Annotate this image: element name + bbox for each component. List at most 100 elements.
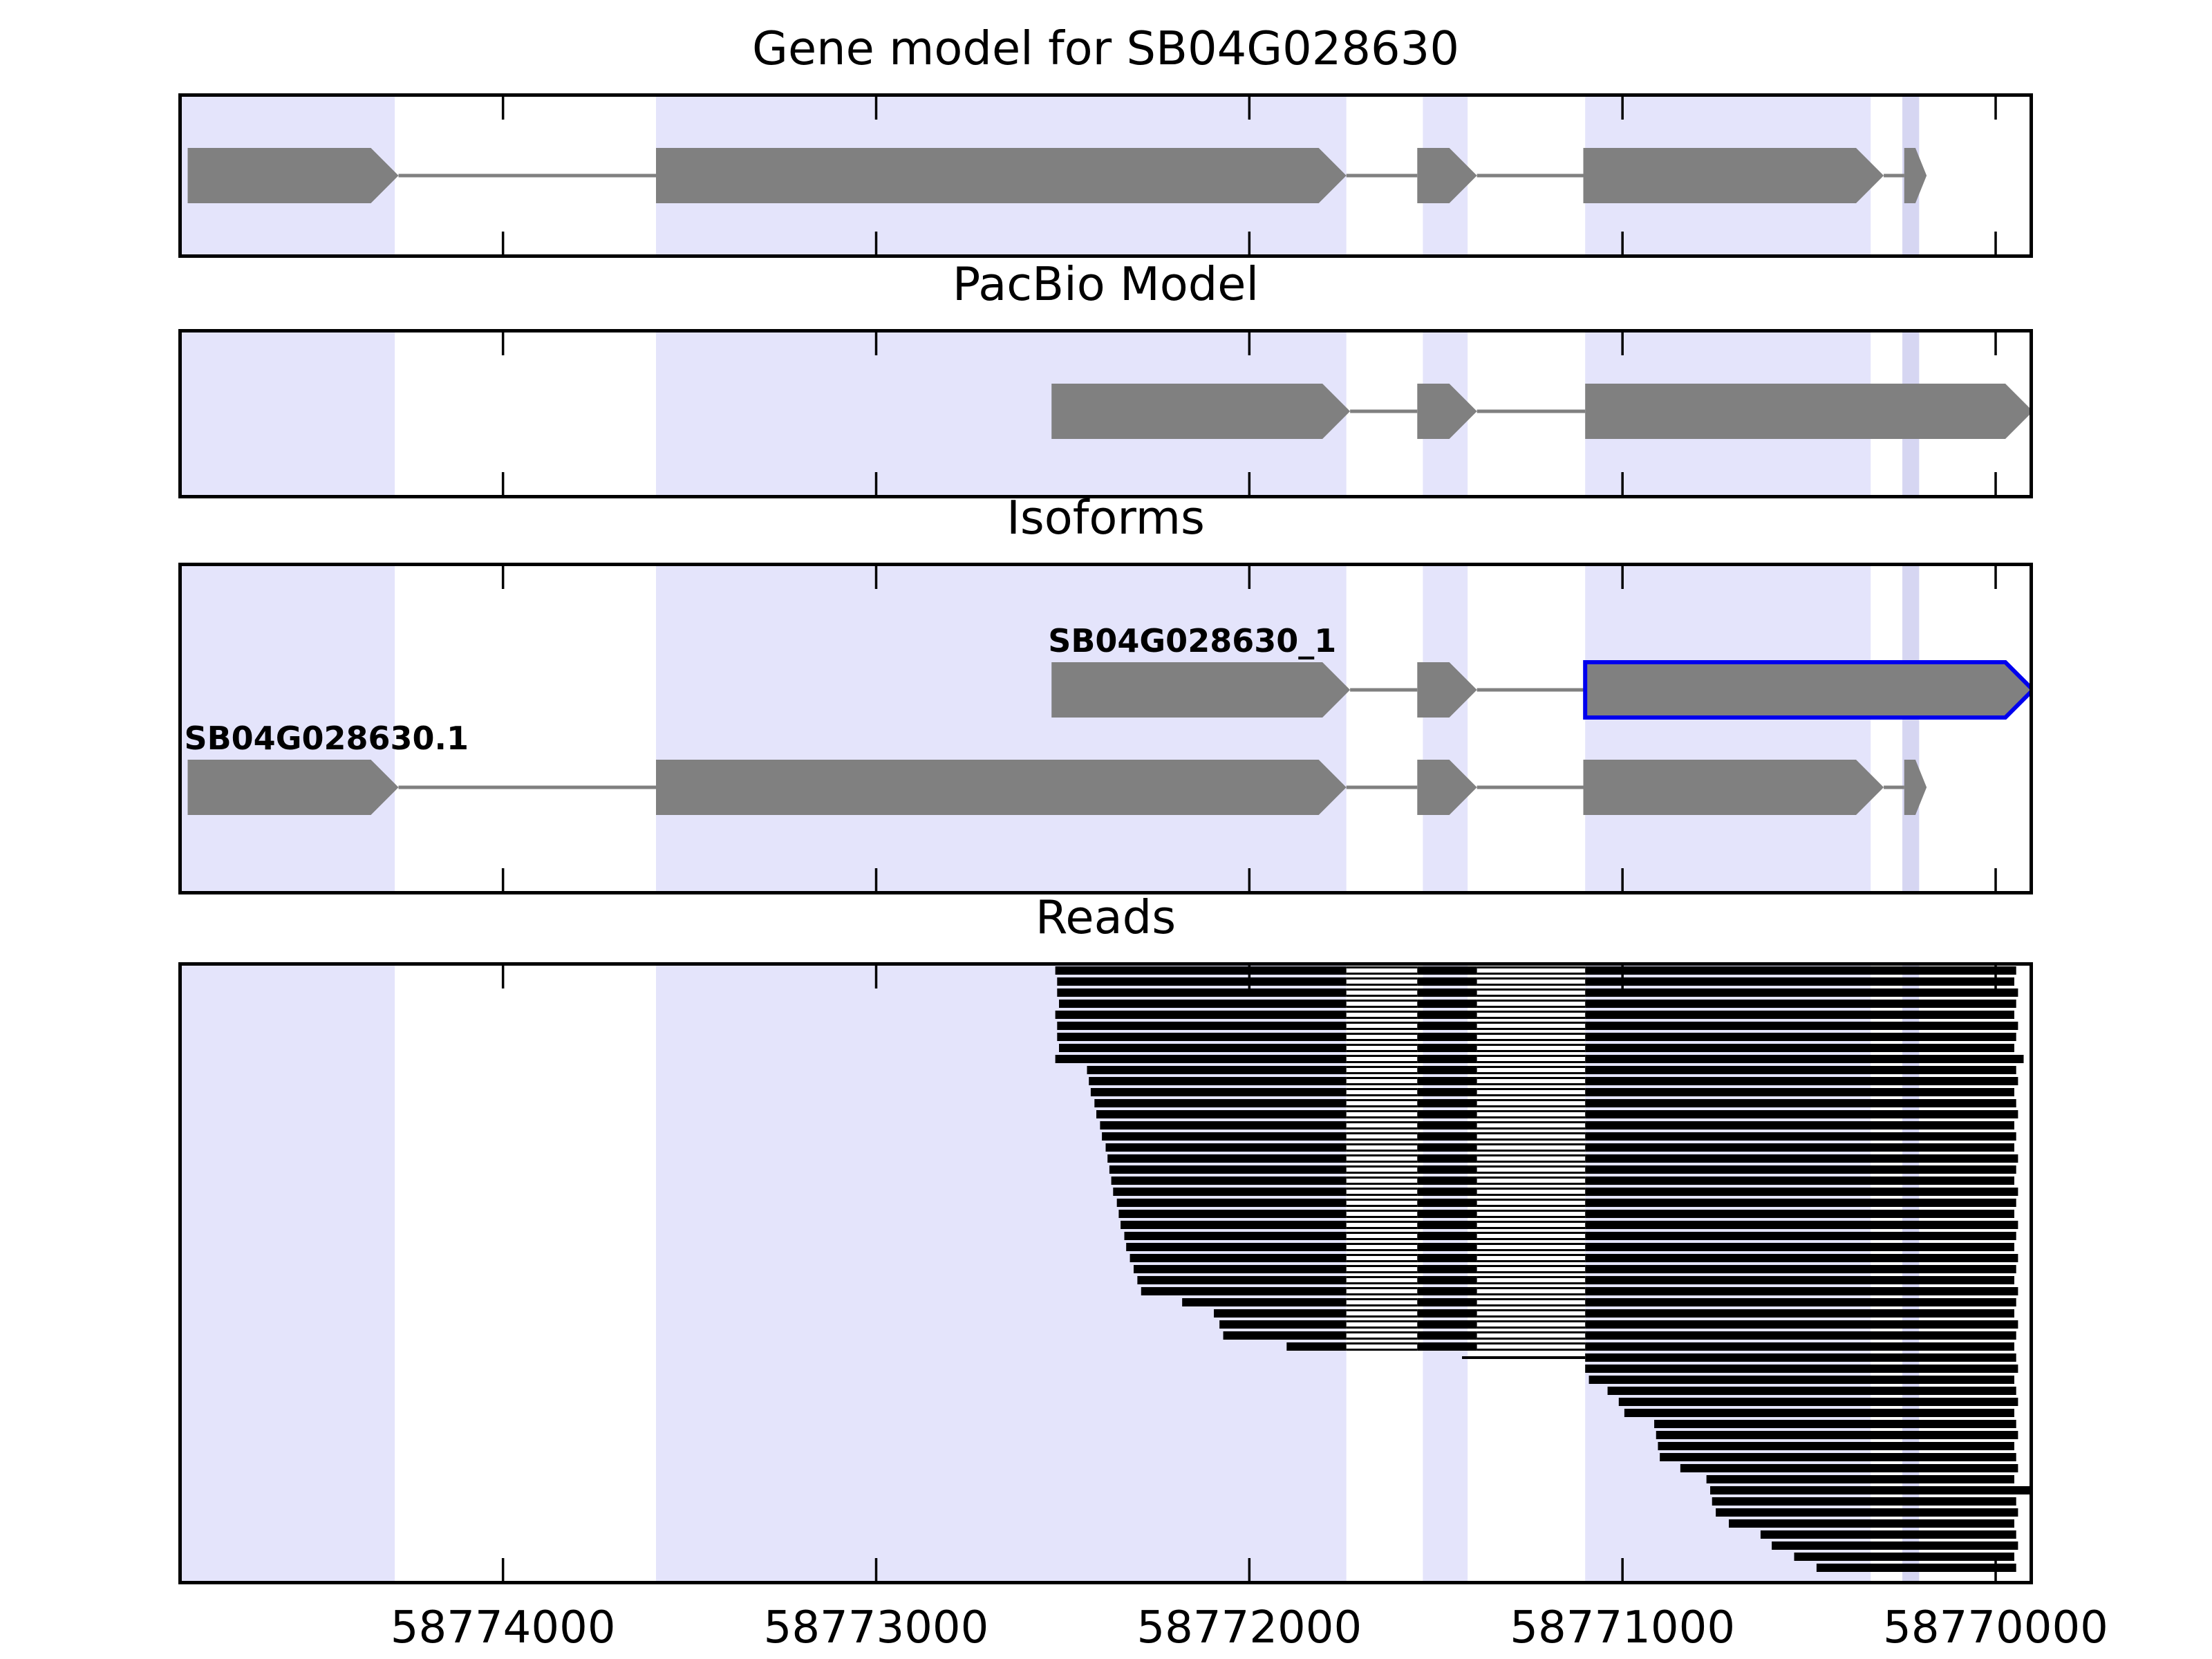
read-intron-edge [1477,1221,1586,1223]
isoform-label-reference: SB04G028630.1 [184,720,469,757]
read-intron-edge [1477,1254,1586,1256]
read-intron-edge [1477,1265,1586,1267]
read-bar [1660,1453,2016,1461]
read-intron-edge [1477,1304,1586,1306]
read-bar [1772,1541,2018,1550]
gene-model-panel [178,93,2033,258]
read-intron-edge [1477,1039,1586,1041]
read-intron-edge [1346,1165,1418,1168]
read-intron-edge [1477,1298,1586,1300]
read-intron-edge [1346,1022,1418,1024]
read-bar [1585,1353,2016,1362]
read-intron-edge [1477,1320,1586,1322]
read-intron-edge [1477,1116,1586,1118]
read-intron-edge [1346,1293,1418,1295]
read-intron-edge [1477,1050,1586,1052]
read-intron-edge [1346,1138,1418,1141]
read-intron-edge [1346,1177,1418,1179]
x-tick-label: 58770000 [1883,1602,2108,1653]
read-intron-edge [1346,1271,1418,1273]
highlight-band [655,565,1347,892]
read-intron-edge [1346,1050,1418,1052]
x-tick-label: 58772000 [1136,1602,1362,1653]
x-tick-label: 58771000 [1510,1602,1736,1653]
read-intron-edge [1477,1044,1586,1046]
highlight-band [178,331,395,496]
read-intron-edge [1477,1238,1586,1240]
read-intron-edge [1346,1066,1418,1068]
read-bar [1286,1342,2015,1351]
read-intron-edge [1346,1017,1418,1019]
read-bar [1710,1486,2032,1494]
read-intron-edge [1477,1309,1586,1311]
isoform-label-pacbio: SB04G028630_1 [1048,622,1337,659]
read-intron-edge [1477,1072,1586,1074]
read-bar [1706,1475,2015,1483]
read-intron-edge [1346,1232,1418,1234]
read-intron-edge [1346,1199,1418,1201]
read-intron-edge [1346,1127,1418,1130]
read-intron-edge [1477,1205,1586,1207]
read-intron-edge [1346,1105,1418,1107]
read-intron-edge [1477,1127,1586,1130]
highlight-band [178,964,395,1582]
read-intron-edge [1346,1143,1418,1145]
read-intron-edge [1346,1033,1418,1035]
exon-glyph [655,760,1347,815]
read-intron-edge [1477,1143,1586,1145]
read-intron-edge [1477,1271,1586,1273]
read-intron-edge [1346,984,1418,986]
highlight-band [1423,565,1468,892]
read-intron-edge [1346,1006,1418,1008]
read-intron-edge [1346,1083,1418,1085]
read-bar [1624,1409,2015,1417]
read-bar [1729,1519,2015,1528]
read-intron-edge [1477,1028,1586,1030]
read-intron-edge [1477,1342,1586,1344]
read-intron-edge [1477,1017,1586,1019]
selected-exon-glyph [1583,660,2033,720]
isoforms-title: Isoforms [1006,491,1205,545]
read-intron-edge [1477,995,1586,997]
exon-glyph [1585,384,2033,439]
read-intron-edge [1346,1072,1418,1074]
read-intron-edge [1346,1205,1418,1207]
read-intron-edge [1346,1216,1418,1218]
read-intron-edge [1346,977,1418,980]
exon-glyph [1417,384,1477,439]
read-intron-edge [1477,1243,1586,1245]
read-intron-edge [1346,1304,1418,1306]
read-intron-edge [1346,1028,1418,1030]
read-intron-edge [1477,1161,1586,1163]
gene-model-title: Gene model for SB04G028630 [752,21,1459,75]
exon-glyph [655,148,1347,203]
read-intron-edge [1477,966,1586,968]
read-bar [1760,1530,2016,1539]
read-intron-edge [1477,1165,1586,1168]
read-intron-edge [1477,1121,1586,1123]
read-intron-edge [1346,1077,1418,1079]
read-intron-edge [1477,1327,1586,1329]
read-intron-edge [1346,1000,1418,1002]
read-intron-edge [1477,1199,1586,1201]
x-tick-label: 58774000 [390,1602,616,1653]
read-intron-edge [1477,1094,1586,1096]
panel-border [178,962,2033,1584]
read-intron-edge [1477,1150,1586,1152]
read-thin-segment [1462,1356,1586,1359]
read-intron-edge [1346,1099,1418,1101]
read-bar [1680,1464,2018,1472]
read-intron-edge [1346,1243,1418,1245]
read-bar [1656,1431,2018,1439]
exon-glyph [1417,760,1477,815]
read-intron-edge [1477,1282,1586,1284]
read-intron-edge [1477,1260,1586,1262]
read-intron-edge [1346,1210,1418,1212]
read-intron-edge [1346,1172,1418,1174]
panel-border [178,563,2033,894]
read-intron-edge [1346,1260,1418,1262]
read-intron-edge [1346,1094,1418,1096]
read-intron-edge [1346,1116,1418,1118]
read-intron-edge [1477,1188,1586,1190]
